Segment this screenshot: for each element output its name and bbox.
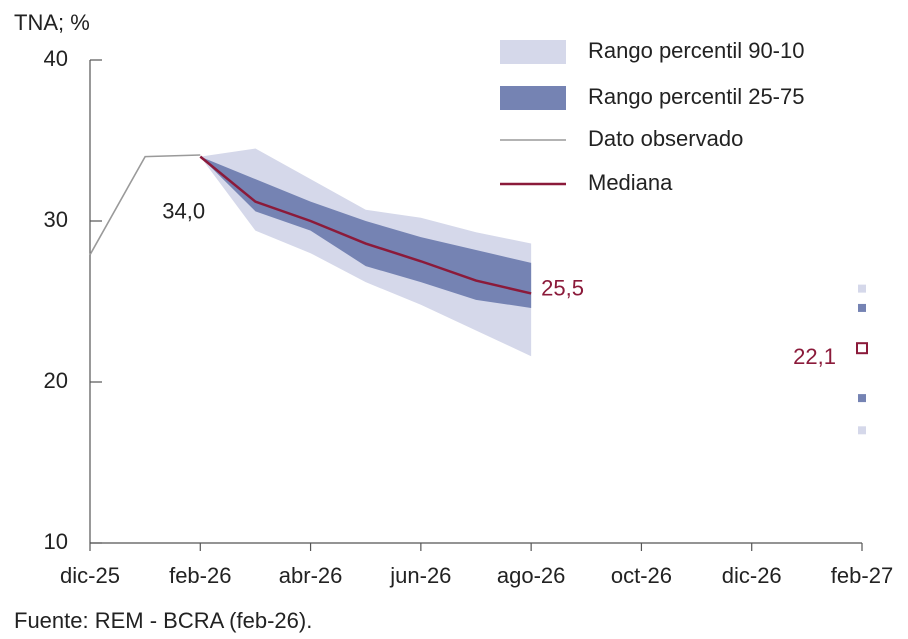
data-label: 22,1 (793, 344, 836, 369)
legend-swatch (500, 86, 566, 110)
band-marker (858, 426, 866, 435)
x-tick-label: dic-26 (722, 563, 782, 588)
legend-label: Dato observado (588, 126, 743, 151)
legend-swatch (500, 40, 566, 64)
legend-label: Rango percentil 90-10 (588, 38, 804, 63)
y-tick-label: 40 (44, 46, 68, 71)
legend-label: Mediana (588, 170, 673, 195)
y-axis-label: TNA; % (14, 10, 90, 35)
band-area (200, 156, 532, 308)
y-tick-label: 20 (44, 368, 68, 393)
series-line (199, 155, 532, 295)
x-tick-label: feb-27 (831, 563, 893, 588)
legend-label: Rango percentil 25-75 (588, 84, 804, 109)
x-tick-label: abr-26 (279, 563, 343, 588)
band-marker (858, 394, 866, 403)
source: Fuente: REM - BCRA (feb-26). (14, 608, 312, 633)
series-line (89, 154, 201, 256)
data-label: 34,0 (162, 198, 205, 223)
x-tick-label: dic-25 (60, 563, 120, 588)
x-tick-label: feb-26 (169, 563, 231, 588)
x-tick-label: jun-26 (389, 563, 451, 588)
y-tick-label: 30 (44, 207, 68, 232)
point-marker (856, 342, 868, 355)
band-marker (858, 284, 866, 293)
y-tick-label: 10 (44, 529, 68, 554)
data-label: 25,5 (541, 275, 584, 300)
x-tick-label: ago-26 (497, 563, 566, 588)
x-tick-label: oct-26 (611, 563, 672, 588)
band-marker (858, 303, 866, 312)
